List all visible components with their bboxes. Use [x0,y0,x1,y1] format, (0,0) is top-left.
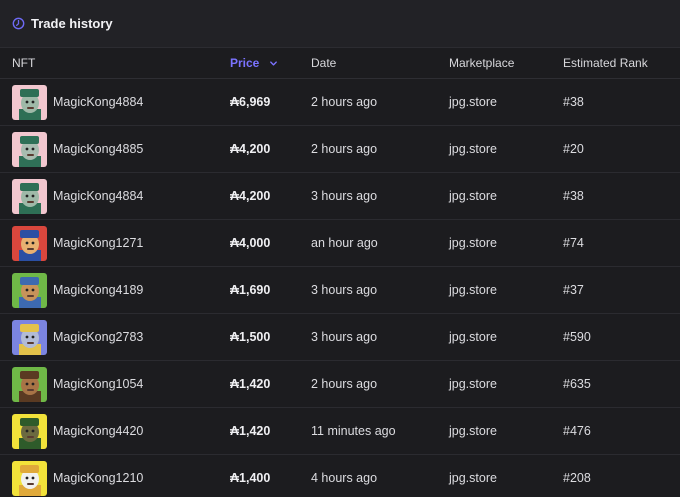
table-row[interactable]: MagicKong4884 ₳6,969 2 hours ago jpg.sto… [0,79,680,126]
table-row[interactable]: MagicKong1271 ₳4,000 an hour ago jpg.sto… [0,220,680,267]
table-row[interactable]: MagicKong2783 ₳1,500 3 hours ago jpg.sto… [0,314,680,361]
estimated-rank: #38 [563,95,584,109]
trade-date: 3 hours ago [311,283,378,297]
nft-avatar[interactable] [12,366,47,402]
nft-avatar[interactable] [12,413,47,449]
nft-cell[interactable]: MagicKong4884 [12,173,143,219]
estimated-rank: #20 [563,142,584,156]
marketplace-link[interactable]: jpg.store [449,424,497,438]
marketplace-link[interactable]: jpg.store [449,189,497,203]
nft-avatar[interactable] [12,460,47,496]
nft-cell[interactable]: MagicKong4189 [12,267,143,313]
marketplace-link[interactable]: jpg.store [449,471,497,485]
nft-avatar[interactable] [12,84,47,120]
trade-date: 11 minutes ago [311,424,396,438]
price-value: ₳6,969 [230,95,271,109]
price-value: ₳1,420 [230,377,271,391]
nft-name[interactable]: MagicKong4884 [53,95,144,109]
estimated-rank: #37 [563,283,584,297]
marketplace-link[interactable]: jpg.store [449,283,497,297]
column-header-price[interactable]: Price [230,48,278,78]
page-title: Trade history [31,16,113,31]
table-header: NFT Price Date Marketplace Estimated Ran… [0,48,680,79]
nft-name[interactable]: MagicKong1271 [53,236,144,250]
price-value: ₳1,400 [230,471,271,485]
trade-date: 4 hours ago [311,471,378,485]
column-header-marketplace[interactable]: Marketplace [449,56,515,70]
nft-cell[interactable]: MagicKong1271 [12,220,143,266]
marketplace-link[interactable]: jpg.store [449,377,497,391]
trade-date: 2 hours ago [311,95,378,109]
nft-avatar[interactable] [12,319,47,355]
nft-cell[interactable]: MagicKong2783 [12,314,143,360]
table-row[interactable]: MagicKong4885 ₳4,200 2 hours ago jpg.sto… [0,126,680,173]
nft-name[interactable]: MagicKong4189 [53,283,144,297]
table-body: MagicKong4884 ₳6,969 2 hours ago jpg.sto… [0,79,680,497]
trade-history-header: Trade history [0,0,680,48]
trade-date: 2 hours ago [311,142,378,156]
trade-date: 3 hours ago [311,330,378,344]
nft-name[interactable]: MagicKong4884 [53,189,144,203]
price-value: ₳1,420 [230,424,271,438]
marketplace-link[interactable]: jpg.store [449,142,497,156]
nft-name[interactable]: MagicKong1054 [53,377,144,391]
column-header-nft[interactable]: NFT [12,56,36,70]
price-value: ₳4,200 [230,189,271,203]
nft-name[interactable]: MagicKong1210 [53,471,144,485]
nft-name[interactable]: MagicKong4885 [53,142,144,156]
trade-date: 2 hours ago [311,377,378,391]
estimated-rank: #590 [563,330,591,344]
price-value: ₳1,690 [230,283,271,297]
price-value: ₳1,500 [230,330,271,344]
nft-name[interactable]: MagicKong2783 [53,330,144,344]
table-row[interactable]: MagicKong4420 ₳1,420 11 minutes ago jpg.… [0,408,680,455]
estimated-rank: #38 [563,189,584,203]
nft-name[interactable]: MagicKong4420 [53,424,144,438]
nft-cell[interactable]: MagicKong4885 [12,126,143,172]
price-value: ₳4,000 [230,236,271,250]
column-header-rank[interactable]: Estimated Rank [563,56,648,70]
table-row[interactable]: MagicKong1210 ₳1,400 4 hours ago jpg.sto… [0,455,680,497]
nft-cell[interactable]: MagicKong1054 [12,361,143,407]
clock-icon [12,17,25,30]
marketplace-link[interactable]: jpg.store [449,330,497,344]
column-header-date[interactable]: Date [311,56,337,70]
nft-cell[interactable]: MagicKong4420 [12,408,143,454]
estimated-rank: #208 [563,471,591,485]
estimated-rank: #635 [563,377,591,391]
nft-cell[interactable]: MagicKong4884 [12,79,143,125]
price-value: ₳4,200 [230,142,271,156]
trade-date: 3 hours ago [311,189,378,203]
column-header-price-label: Price [230,56,260,70]
nft-avatar[interactable] [12,131,47,167]
nft-avatar[interactable] [12,178,47,214]
estimated-rank: #476 [563,424,591,438]
marketplace-link[interactable]: jpg.store [449,236,497,250]
trade-date: an hour ago [311,236,378,250]
estimated-rank: #74 [563,236,584,250]
table-row[interactable]: MagicKong1054 ₳1,420 2 hours ago jpg.sto… [0,361,680,408]
nft-cell[interactable]: MagicKong1210 [12,455,143,497]
table-row[interactable]: MagicKong4884 ₳4,200 3 hours ago jpg.sto… [0,173,680,220]
nft-avatar[interactable] [12,225,47,261]
marketplace-link[interactable]: jpg.store [449,95,497,109]
nft-avatar[interactable] [12,272,47,308]
chevron-down-icon [270,60,278,66]
table-row[interactable]: MagicKong4189 ₳1,690 3 hours ago jpg.sto… [0,267,680,314]
